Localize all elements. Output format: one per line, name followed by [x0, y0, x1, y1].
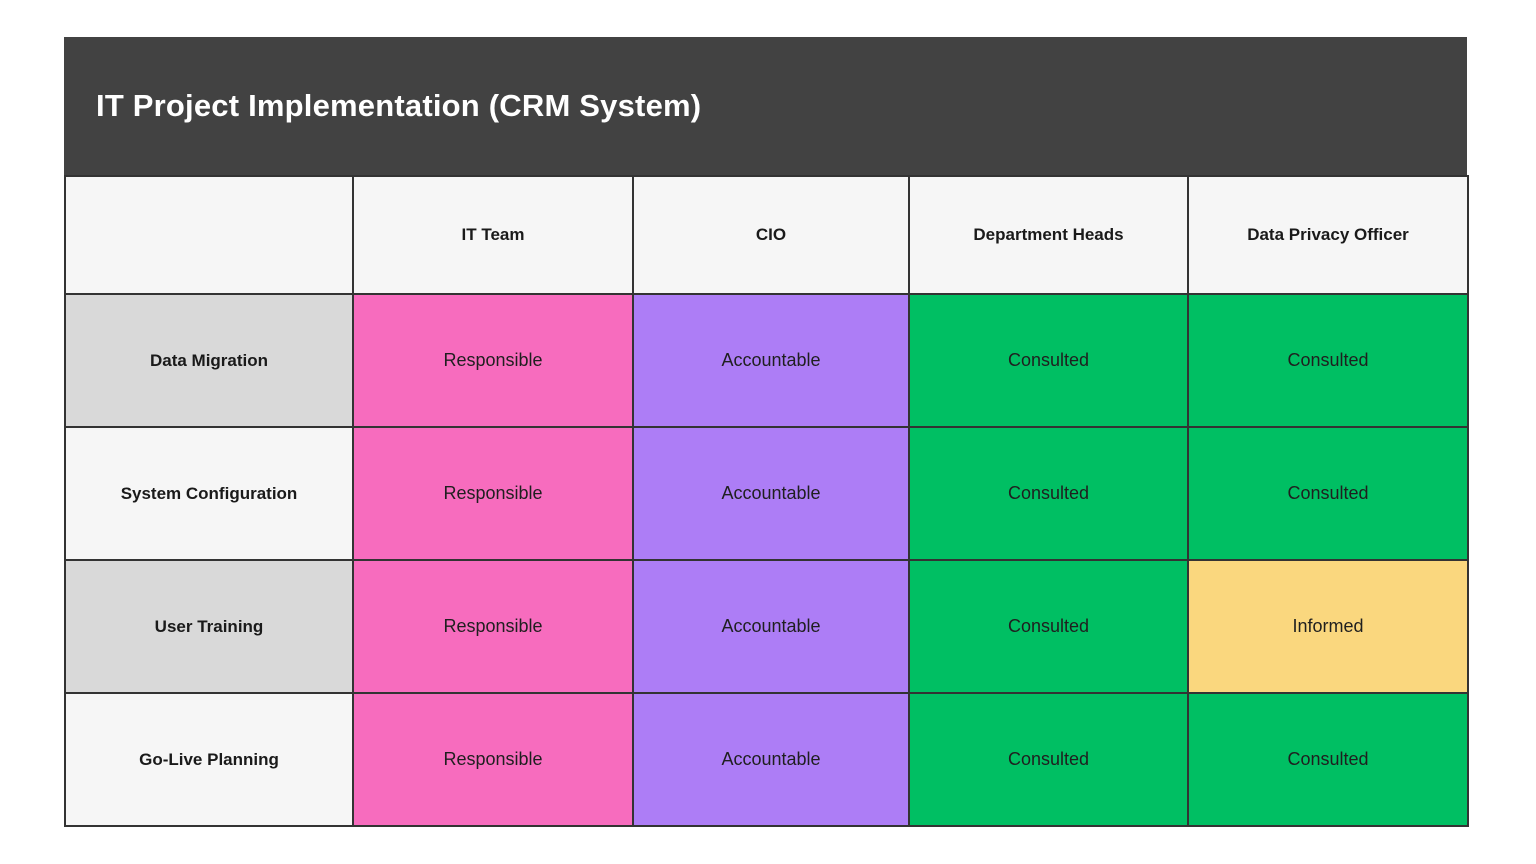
row-label-go-live-planning: Go-Live Planning [64, 692, 354, 827]
matrix-cell-system-configuration-cio: Accountable [632, 426, 910, 561]
page-title: IT Project Implementation (CRM System) [96, 88, 702, 123]
row-label-user-training: User Training [64, 559, 354, 694]
matrix-row-user-training: User Training Responsible Accountable Consu… [64, 559, 1469, 694]
matrix-row-go-live-planning: Go-Live Planning Responsible Accountable Co… [64, 692, 1469, 827]
matrix-cell-go-live-planning-cio: Accountable [632, 692, 910, 827]
matrix-cell-system-configuration-it-team: Responsible [352, 426, 634, 561]
column-header-department-heads: Department Heads [908, 175, 1189, 295]
matrix-cell-data-migration-cio: Accountable [632, 293, 910, 428]
row-label-system-configuration: System Configuration [64, 426, 354, 561]
matrix-cell-go-live-planning-it-team: Responsible [352, 692, 634, 827]
matrix-cell-user-training-cio: Accountable [632, 559, 910, 694]
matrix-cell-system-configuration-data-privacy-officer: Consulted [1187, 426, 1469, 561]
row-label-data-migration: Data Migration [64, 293, 354, 428]
matrix-cell-data-migration-data-privacy-officer: Consulted [1187, 293, 1469, 428]
title-bar: IT Project Implementation (CRM System) [64, 37, 1467, 175]
matrix-cell-data-migration-department-heads: Consulted [908, 293, 1189, 428]
slide: IT Project Implementation (CRM System) I… [64, 37, 1469, 827]
column-header-it-team: IT Team [352, 175, 634, 295]
column-header-data-privacy-officer: Data Privacy Officer [1187, 175, 1469, 295]
matrix-cell-user-training-it-team: Responsible [352, 559, 634, 694]
matrix-row-data-migration: Data Migration Responsible Accountable Cons… [64, 293, 1469, 428]
matrix-cell-go-live-planning-data-privacy-officer: Consulted [1187, 692, 1469, 827]
matrix-cell-system-configuration-department-heads: Consulted [908, 426, 1189, 561]
matrix-cell-user-training-data-privacy-officer: Informed [1187, 559, 1469, 694]
matrix-cell-data-migration-it-team: Responsible [352, 293, 634, 428]
raci-matrix-table: IT Team CIO Department Heads Data Privacy O… [64, 175, 1469, 827]
matrix-cell-go-live-planning-department-heads: Consulted [908, 692, 1189, 827]
matrix-header-row: IT Team CIO Department Heads Data Privacy O… [64, 175, 1469, 295]
matrix-corner-cell [64, 175, 354, 295]
column-header-cio: CIO [632, 175, 910, 295]
matrix-row-system-configuration: System Configuration Responsible Accountab… [64, 426, 1469, 561]
matrix-cell-user-training-department-heads: Consulted [908, 559, 1189, 694]
